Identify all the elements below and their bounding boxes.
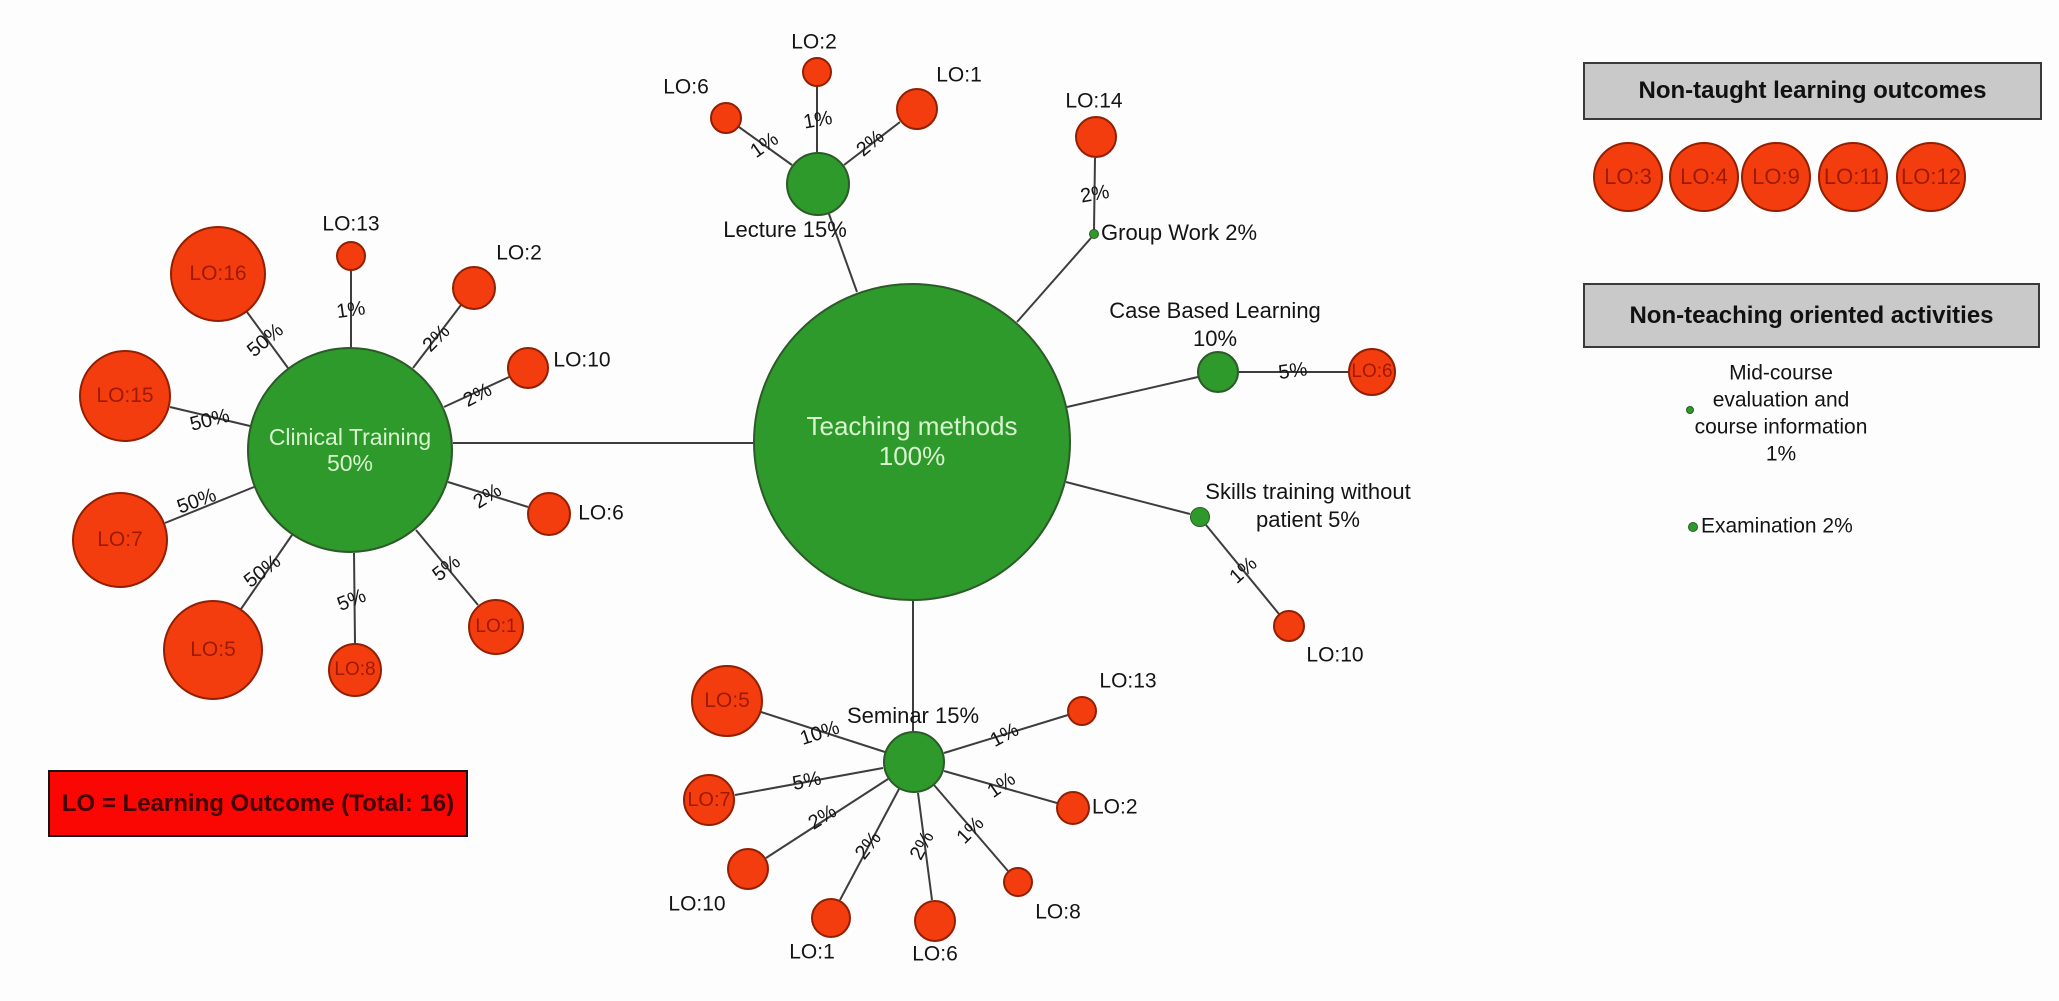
node-lo8-clinical: LO:8 — [328, 643, 382, 697]
label-name-seminar: Seminar 15% — [846, 702, 980, 728]
label-pct-lo2-lec: 1% — [801, 106, 835, 134]
edge-line-7 — [240, 534, 293, 610]
node-lo6-seminar — [914, 900, 956, 942]
label-name-lo6-sem: LO:6 — [912, 942, 958, 966]
edge-line-21 — [1205, 524, 1280, 615]
label-name-skills: Skills training without patient 5% — [1205, 478, 1411, 532]
node-lo2-seminar — [1056, 791, 1090, 825]
label-name-lo13-c: LO:13 — [322, 212, 380, 236]
edge-line-5 — [447, 481, 529, 508]
node-lo6-cbl: LO:6 — [1348, 348, 1396, 396]
node-lo16-clinical: LO:16 — [170, 226, 266, 322]
edge-line-2 — [412, 304, 462, 369]
label-name-lecture: Lecture 15% — [723, 216, 847, 242]
node-examination-dot — [1688, 522, 1698, 532]
edge-line-12 — [1016, 237, 1092, 323]
node-lo12-legend: LO:12 — [1896, 142, 1966, 212]
edge-line-13 — [1066, 376, 1199, 408]
node-lo11-legend: LO:11 — [1818, 142, 1888, 212]
edge-line-4 — [169, 406, 251, 427]
node-lo3-legend: LO:3 — [1593, 142, 1663, 212]
edge-line-25 — [839, 788, 900, 901]
edge-line-0 — [246, 311, 289, 369]
edge-line-3 — [443, 376, 510, 408]
node-lo13-seminar — [1067, 696, 1097, 726]
node-lo6-lecture — [710, 102, 742, 134]
edge-line-24 — [765, 778, 889, 859]
node-lo10-skills — [1273, 610, 1305, 642]
label-name-lo1-sem: LO:1 — [789, 940, 835, 964]
node-lo10-seminar — [727, 848, 769, 890]
node-group-work — [1089, 229, 1099, 239]
edge-line-9 — [415, 529, 479, 606]
lo-definition-note-box: LO = Learning Outcome (Total: 16) — [48, 770, 468, 837]
edge-line-18 — [843, 121, 901, 166]
node-seminar — [883, 731, 945, 793]
edge-line-16 — [738, 126, 793, 166]
label-pct-lo13-c: 1% — [335, 297, 367, 324]
node-lo7-clinical: LO:7 — [72, 492, 168, 588]
node-teaching-methods: Teaching methods 100% — [753, 283, 1071, 601]
edge-line-27 — [933, 784, 1009, 872]
label-name-lo14: LO:14 — [1065, 89, 1123, 113]
node-lo10-clinical — [507, 347, 549, 389]
node-case-based-learning — [1197, 351, 1239, 393]
edge-line-19 — [1093, 157, 1096, 231]
node-lo9-legend: LO:9 — [1741, 142, 1811, 212]
node-lo13-clinical — [336, 241, 366, 271]
label-legend-mid-course-text: Mid-course evaluation and course informa… — [1694, 361, 1868, 465]
edge-line-26 — [917, 792, 933, 901]
node-lo7-seminar: LO:7 — [683, 774, 735, 826]
label-legend-examination-text: Examination 2% — [1701, 514, 1853, 538]
label-name-group-work: Group Work 2% — [1101, 219, 1258, 245]
node-lo15-clinical: LO:15 — [79, 350, 171, 442]
node-lo5-clinical: LO:5 — [163, 600, 263, 700]
edge-line-11 — [828, 213, 858, 293]
node-skills-training — [1190, 507, 1210, 527]
node-lo8-seminar — [1003, 867, 1033, 897]
non-taught-outcomes-title: Non-taught learning outcomes — [1638, 77, 1987, 104]
label-name-lo10-sem: LO:10 — [668, 892, 726, 916]
node-lo14-groupwork — [1075, 116, 1117, 158]
non-taught-outcomes-header: Non-taught learning outcomes — [1583, 62, 2042, 120]
label-name-lo6-c: LO:6 — [578, 501, 624, 525]
non-teaching-activities-header: Non-teaching oriented activities — [1583, 283, 2040, 348]
label-pct-lo6-cbl: 5% — [1277, 358, 1309, 385]
non-teaching-activities-title: Non-teaching oriented activities — [1629, 301, 1994, 329]
label-name-lo10-skills: LO:10 — [1306, 643, 1364, 667]
label-name-lo6-lec: LO:6 — [663, 75, 709, 99]
node-lo6-clinical — [527, 492, 571, 536]
node-lecture — [786, 152, 850, 216]
node-lo2-clinical — [452, 266, 496, 310]
node-lo5-seminar: LO:5 — [691, 665, 763, 737]
label-name-lo10-c: LO:10 — [553, 348, 611, 372]
edge-line-22 — [760, 711, 886, 753]
label-name-lo13-sem: LO:13 — [1099, 669, 1157, 693]
label-name-lo8-sem: LO:8 — [1035, 900, 1081, 924]
edge-line-8 — [353, 552, 356, 644]
label-name-cbl: Case Based Learning 10% — [1109, 297, 1321, 351]
label-name-lo2-lec: LO:2 — [791, 30, 837, 54]
node-lo4-legend: LO:4 — [1669, 142, 1739, 212]
node-clinical-training: Clinical Training 50% — [247, 347, 453, 553]
label-pct-lo14: 2% — [1078, 180, 1112, 208]
edge-line-23 — [734, 767, 884, 796]
edge-line-14 — [1065, 481, 1191, 515]
node-mid-course-dot — [1686, 406, 1694, 414]
lo-definition-note-text: LO = Learning Outcome (Total: 16) — [61, 789, 455, 817]
edge-line-29 — [943, 714, 1069, 754]
label-name-lo2-sem: LO:2 — [1092, 795, 1138, 819]
node-lo2-lecture — [802, 57, 832, 87]
edge-line-28 — [943, 770, 1058, 804]
node-lo1-seminar — [811, 898, 851, 938]
node-lo1-lecture — [896, 88, 938, 130]
edge-line-6 — [164, 486, 255, 524]
label-name-lo2-c: LO:2 — [496, 241, 542, 265]
label-name-lo1-lec: LO:1 — [936, 63, 982, 87]
node-lo1-clinical: LO:1 — [468, 599, 524, 655]
